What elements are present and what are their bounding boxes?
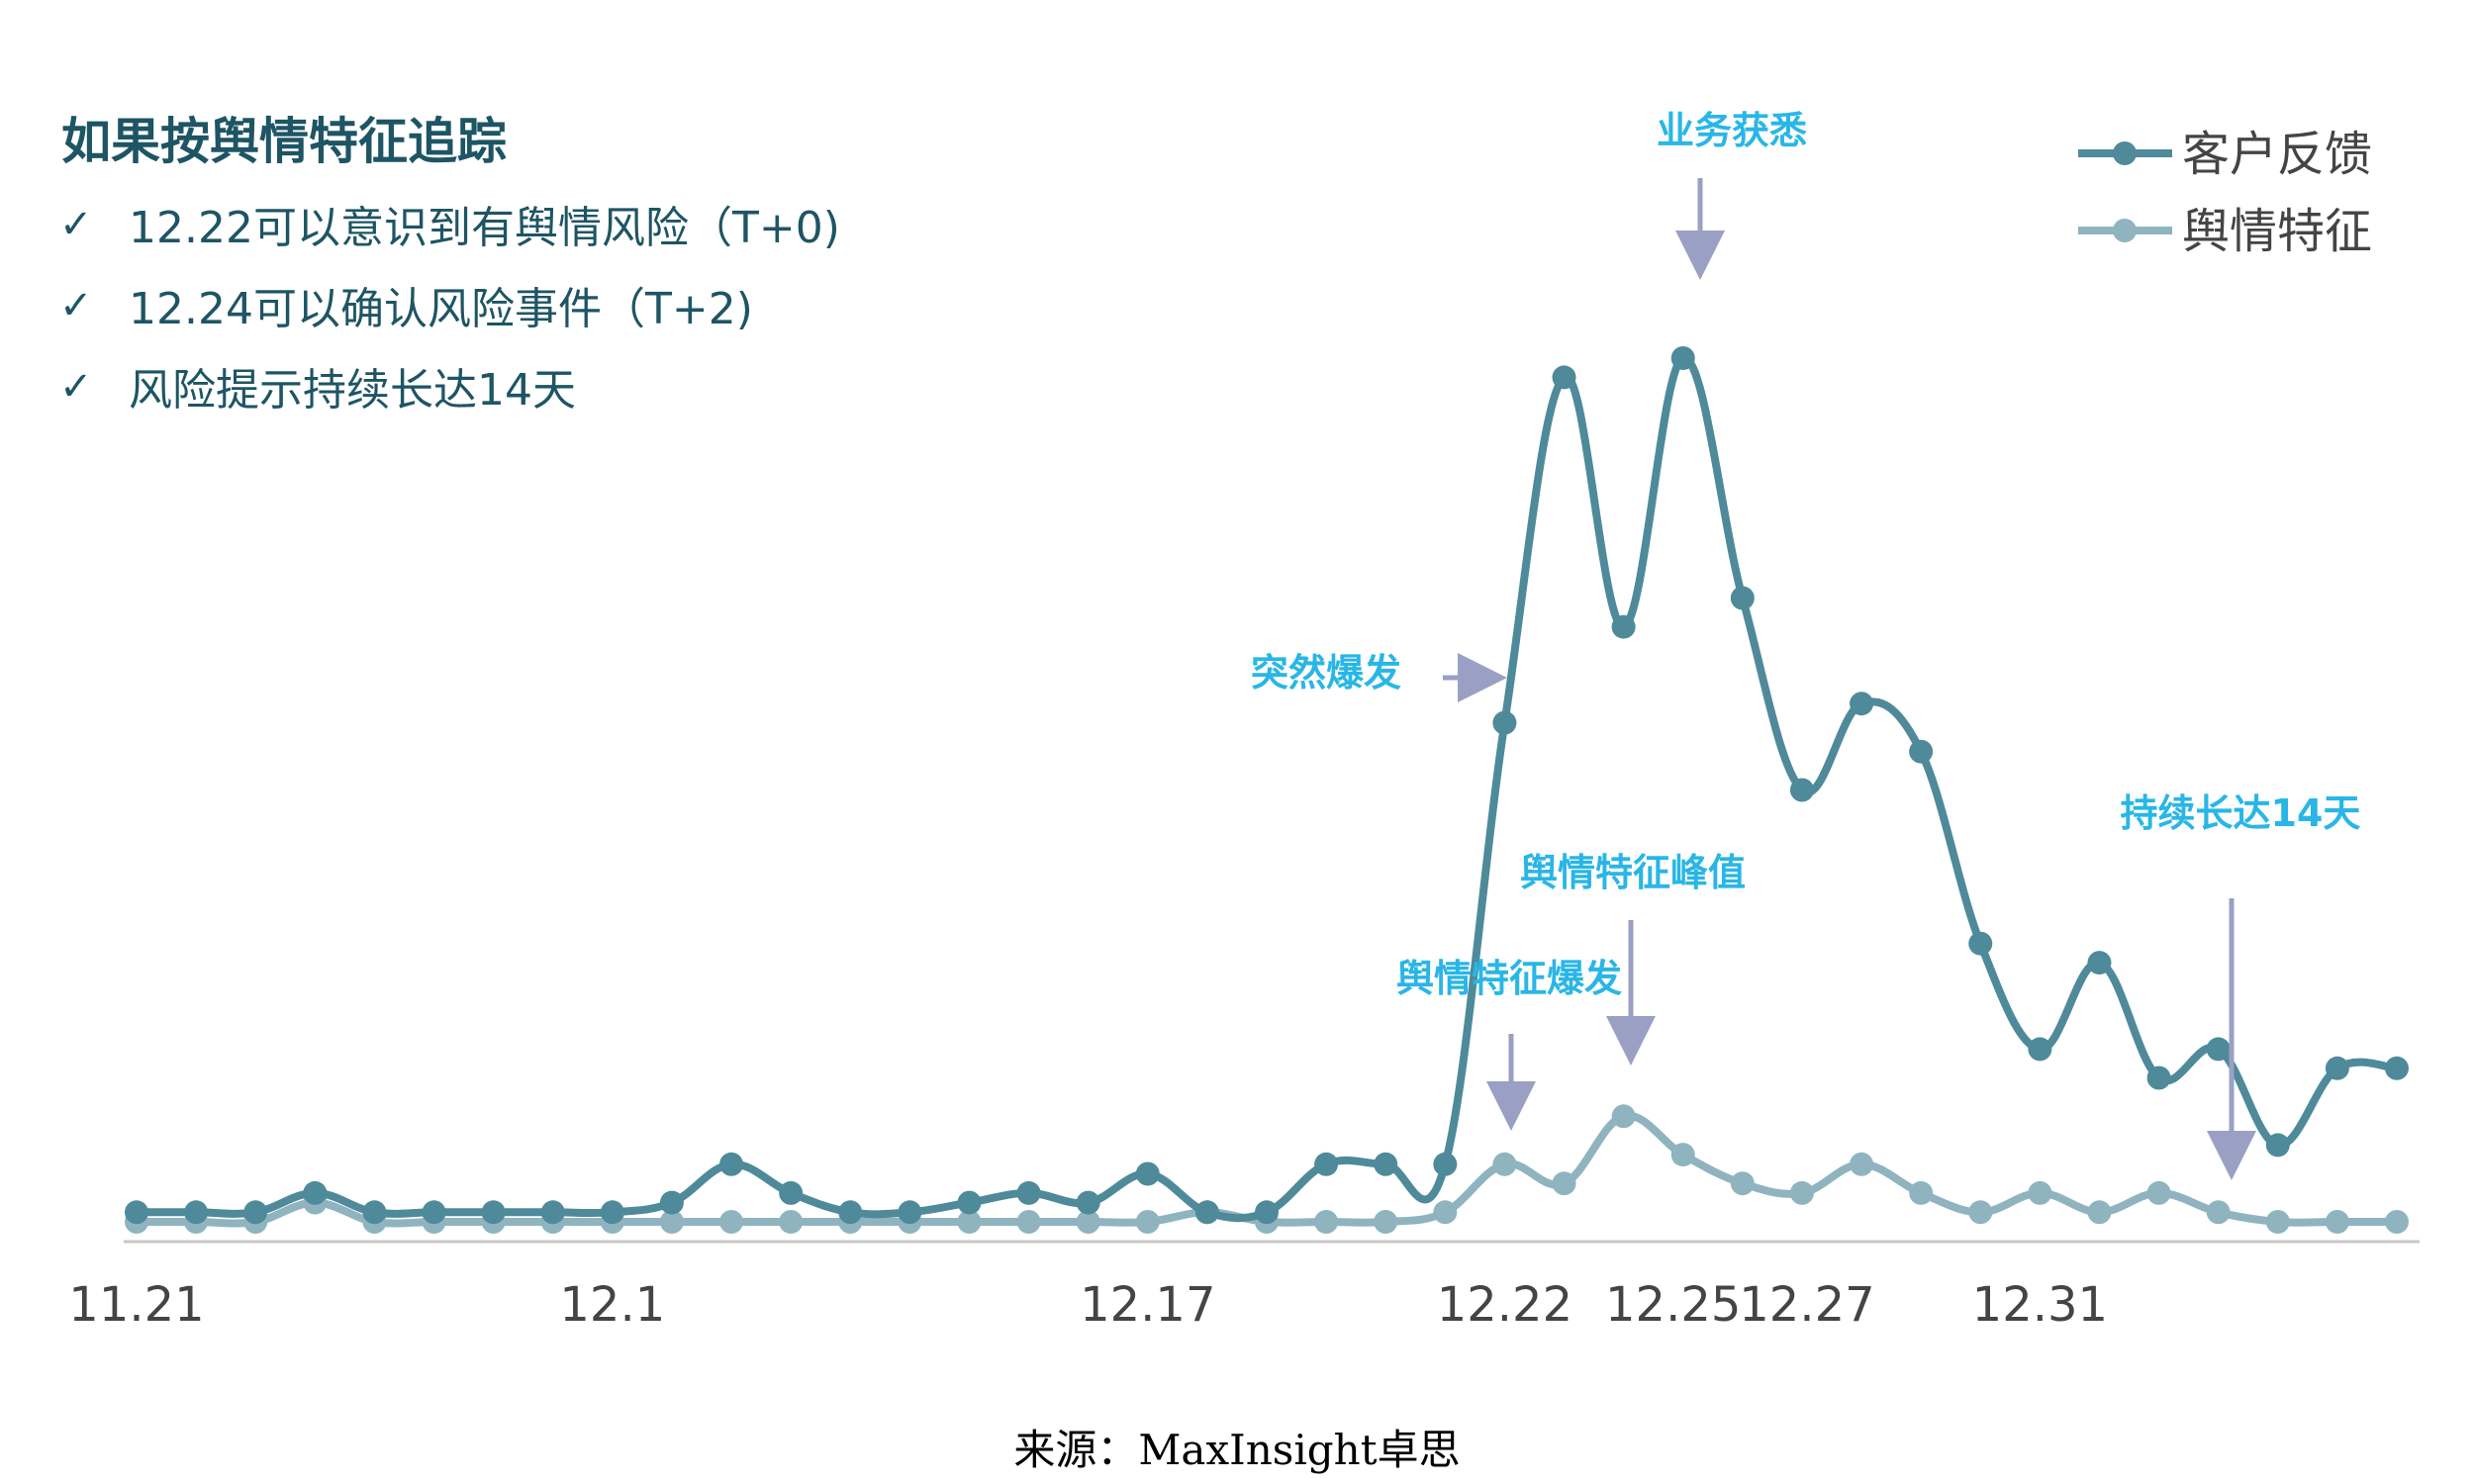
- data-point-sentiment: [1968, 1200, 1993, 1225]
- data-point-sentiment: [2206, 1200, 2231, 1225]
- data-point-feedback: [303, 1180, 328, 1205]
- data-point-sentiment: [1016, 1210, 1041, 1234]
- data-point-feedback: [1194, 1200, 1219, 1225]
- data-point-feedback: [1850, 692, 1874, 716]
- x-tick-label: 12.27: [1739, 1277, 1874, 1333]
- legend-label-sentiment: 舆情特征: [2182, 204, 2372, 259]
- annotation-label: 持续长达14天: [2121, 791, 2361, 835]
- data-point-feedback: [1076, 1190, 1100, 1215]
- data-point-sentiment: [2385, 1210, 2409, 1234]
- data-point-feedback: [1433, 1152, 1458, 1176]
- data-point-sentiment: [1670, 1143, 1695, 1167]
- source-note: 来源：MaxInsight卓思: [1013, 1426, 1460, 1474]
- data-point-feedback: [1374, 1152, 1398, 1176]
- data-point-sentiment: [1492, 1152, 1517, 1176]
- data-point-feedback: [1730, 586, 1755, 610]
- data-point-sentiment: [659, 1210, 684, 1234]
- data-point-sentiment: [1789, 1180, 1814, 1205]
- data-point-feedback: [1135, 1161, 1160, 1186]
- chart-series: [125, 346, 2409, 1234]
- check-icon: ✓: [59, 202, 93, 247]
- data-point-feedback: [2206, 1037, 2231, 1062]
- data-point-feedback: [1670, 346, 1695, 370]
- data-point-sentiment: [957, 1210, 982, 1234]
- data-point-feedback: [719, 1152, 744, 1176]
- data-point-sentiment: [1314, 1210, 1339, 1234]
- legend-label-feedback: 客户反馈: [2182, 127, 2372, 182]
- data-point-feedback: [422, 1200, 446, 1225]
- x-tick-label: 12.25: [1605, 1277, 1741, 1333]
- headline-bullet-2: 12.24可以确认风险事件（T+2): [129, 284, 753, 334]
- x-tick-label: 12.17: [1080, 1277, 1215, 1333]
- annotation-label: 业务获悉: [1657, 109, 1807, 152]
- data-point-feedback: [540, 1200, 565, 1225]
- data-point-feedback: [1968, 931, 1993, 956]
- headline-bullet-3: 风险提示持续长达14天: [129, 365, 576, 416]
- data-point-sentiment: [2146, 1180, 2171, 1205]
- data-point-feedback: [779, 1180, 804, 1205]
- data-point-sentiment: [1611, 1104, 1636, 1129]
- data-point-feedback: [125, 1200, 148, 1225]
- x-tick-label: 12.31: [1972, 1277, 2108, 1333]
- data-point-feedback: [1552, 365, 1576, 390]
- annotation-label: 舆情特征峰值: [1520, 851, 1746, 894]
- data-point-feedback: [1611, 614, 1636, 639]
- data-point-sentiment: [1076, 1210, 1100, 1234]
- data-point-feedback: [1255, 1200, 1279, 1225]
- chart-legend: 客户反馈 舆情特征: [2078, 127, 2372, 259]
- legend-marker-sentiment: [2113, 219, 2137, 242]
- headline-title: 如果按舆情特征追踪: [61, 113, 507, 170]
- data-point-feedback: [957, 1190, 982, 1215]
- annotation-label: 突然爆发: [1251, 651, 1401, 695]
- data-point-feedback: [2028, 1037, 2052, 1062]
- data-point-sentiment: [1730, 1171, 1755, 1196]
- data-point-feedback: [1016, 1180, 1041, 1205]
- data-point-feedback: [184, 1200, 209, 1225]
- data-point-feedback: [838, 1200, 863, 1225]
- data-point-sentiment: [719, 1210, 744, 1234]
- data-point-feedback: [243, 1200, 268, 1225]
- data-point-sentiment: [1850, 1152, 1874, 1176]
- data-point-sentiment: [2265, 1210, 2290, 1234]
- data-point-feedback: [481, 1200, 506, 1225]
- data-point-sentiment: [2087, 1200, 2112, 1225]
- series-line-feedback: [137, 354, 2398, 1223]
- data-point-feedback: [2385, 1056, 2409, 1080]
- data-point-feedback: [1789, 778, 1814, 802]
- check-icon: ✓: [59, 283, 93, 328]
- x-tick-label: 12.1: [559, 1277, 665, 1333]
- data-point-feedback: [362, 1200, 387, 1225]
- check-icon: ✓: [59, 364, 93, 410]
- legend-item-sentiment: 舆情特征: [2078, 204, 2372, 259]
- headline-bullet-1: 12.22可以意识到有舆情风险（T+0): [129, 203, 840, 253]
- data-point-feedback: [659, 1190, 684, 1215]
- legend-item-feedback: 客户反馈: [2078, 127, 2372, 182]
- data-point-sentiment: [1552, 1171, 1576, 1196]
- data-point-sentiment: [2028, 1180, 2052, 1205]
- data-point-feedback: [2325, 1056, 2349, 1080]
- data-point-feedback: [1492, 710, 1517, 735]
- data-point-feedback: [898, 1200, 922, 1225]
- data-point-feedback: [2087, 951, 2112, 975]
- data-point-sentiment: [1433, 1200, 1458, 1225]
- data-point-sentiment: [779, 1210, 804, 1234]
- data-point-feedback: [1314, 1152, 1339, 1176]
- data-point-feedback: [600, 1200, 624, 1225]
- data-point-sentiment: [1909, 1180, 1934, 1205]
- data-point-feedback: [2146, 1066, 2171, 1090]
- x-tick-label: 11.21: [68, 1277, 204, 1333]
- annotation-label: 舆情特征爆发: [1396, 957, 1622, 1000]
- data-point-sentiment: [1135, 1210, 1160, 1234]
- x-tick-label: 12.22: [1437, 1277, 1572, 1333]
- legend-marker-feedback: [2113, 141, 2137, 165]
- data-point-sentiment: [1374, 1210, 1398, 1234]
- data-point-sentiment: [2325, 1210, 2349, 1234]
- data-point-feedback: [2265, 1133, 2290, 1158]
- data-point-feedback: [1909, 739, 1934, 764]
